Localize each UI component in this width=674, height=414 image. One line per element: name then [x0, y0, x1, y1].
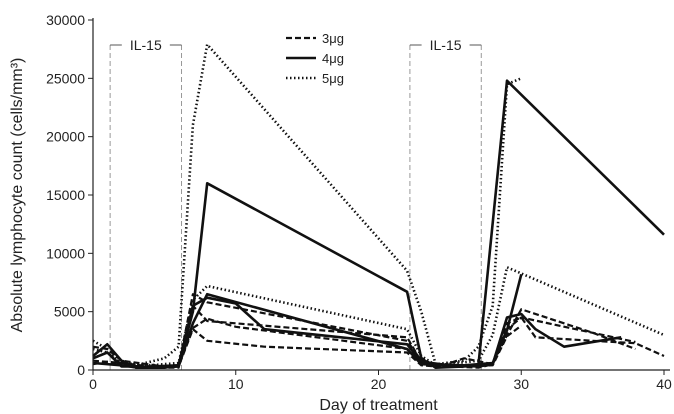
il15-bands: IL-15 IL-15 — [109, 37, 482, 370]
x-tick-label: 40 — [656, 376, 672, 392]
y-axis-label: Absolute lymphocyte count (cells/mm³) — [9, 58, 26, 333]
series-line-dashed — [92, 293, 636, 369]
x-tick-label: 30 — [513, 376, 529, 392]
x-axis-label: Day of treatment — [319, 397, 438, 414]
x-tick-label: 10 — [228, 376, 244, 392]
legend-label-solid: 4μg — [322, 51, 344, 66]
series-line-solid — [92, 79, 665, 370]
y-tick-label: 30000 — [46, 12, 85, 28]
y-tick-label: 0 — [77, 362, 85, 378]
legend-label-dashed: 3μg — [322, 31, 344, 46]
series-line-dotted — [92, 265, 665, 367]
legend: 3μg 4μg 5μg — [286, 31, 344, 86]
series-line-solid — [92, 273, 523, 370]
x-tick-label: 0 — [89, 376, 97, 392]
il15-band-label: IL-15 — [430, 37, 462, 53]
y-tick-label: 10000 — [46, 245, 85, 261]
y-tick-label: 15000 — [46, 187, 85, 203]
series-line-dotted — [92, 43, 522, 367]
legend-label-dotted: 5μg — [322, 71, 344, 86]
y-tick-label: 5000 — [54, 304, 85, 320]
series-layer — [92, 43, 665, 370]
il15-band-label: IL-15 — [130, 37, 162, 53]
axes: 0 10 20 30 40 0 5000 10000 15000 20000 25000 30000 — [46, 12, 672, 392]
y-tick-label: 20000 — [46, 129, 85, 145]
x-tick-label: 20 — [371, 376, 387, 392]
y-tick-label: 25000 — [46, 70, 85, 86]
